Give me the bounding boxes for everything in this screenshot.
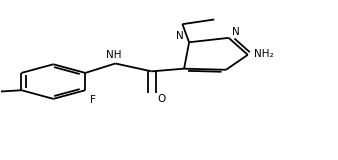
Text: NH: NH	[106, 50, 121, 60]
Text: N: N	[232, 27, 240, 37]
Text: O: O	[158, 94, 166, 104]
Text: NH₂: NH₂	[254, 49, 273, 59]
Text: F: F	[90, 95, 96, 105]
Text: N: N	[176, 31, 184, 41]
